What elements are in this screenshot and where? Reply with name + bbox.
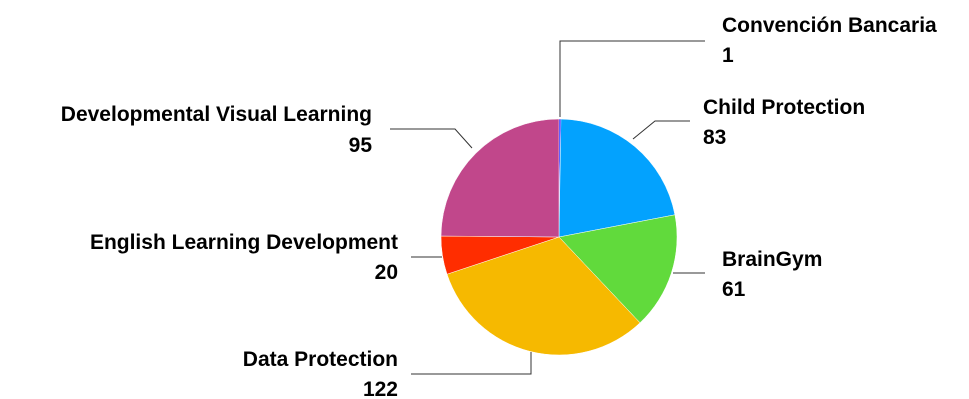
slice-value-developmental-visual-learning: 95 — [349, 134, 373, 157]
leader-line-child-protection — [632, 120, 690, 140]
leader-line-convencion-bancaria — [559, 40, 705, 117]
pie-slice-data-protection[interactable] — [446, 236, 641, 356]
leader-line-developmental-visual-learning — [390, 128, 473, 149]
pie-slice-developmental-visual-learning[interactable] — [440, 118, 560, 238]
slice-label-developmental-visual-learning: Developmental Visual Learning — [61, 103, 372, 126]
slice-value-child-protection: 83 — [703, 126, 726, 149]
labels-layer: Convención Bancaria 1 Child Protection 83 Br… — [61, 14, 937, 399]
slice-label-data-protection: Data Protection — [243, 348, 398, 371]
slices-layer — [440, 118, 678, 356]
slice-label-child-protection: Child Protection — [703, 96, 865, 119]
slice-value-braingym: 61 — [722, 278, 746, 301]
slice-value-convencion-bancaria: 1 — [722, 44, 734, 67]
leader-lines-layer — [390, 40, 705, 375]
slice-value-english-learning-development: 20 — [375, 261, 398, 284]
leader-line-data-protection — [411, 352, 532, 375]
slice-label-convencion-bancaria: Convención Bancaria — [722, 14, 937, 37]
pie-slice-braingym[interactable] — [558, 214, 678, 324]
slice-value-data-protection: 122 — [363, 378, 398, 399]
slice-label-braingym: BrainGym — [722, 248, 822, 271]
slice-label-english-learning-development: English Learning Development — [90, 231, 398, 254]
pie-slice-child-protection[interactable] — [558, 118, 676, 238]
